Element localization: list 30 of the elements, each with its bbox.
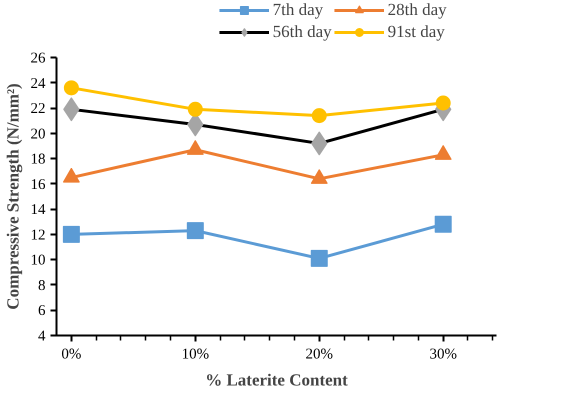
point	[64, 80, 79, 96]
x-tick-label: 10%	[182, 346, 210, 362]
y-tick-label: 20	[30, 126, 46, 142]
x-tick-label: 30%	[429, 346, 457, 362]
legend-label: 28th day	[388, 0, 447, 20]
y-tick-label: 6	[38, 303, 46, 320]
point	[62, 226, 80, 243]
point	[188, 102, 203, 117]
point	[434, 216, 452, 233]
legend-label: 91st day	[388, 22, 445, 42]
point	[186, 222, 204, 240]
legend-label: 7th day	[272, 0, 324, 20]
x-tick-label: 20%	[306, 346, 334, 362]
y-tick-label: 16	[30, 176, 46, 193]
x-tick-label: 0%	[61, 346, 82, 362]
y-tick-label: 12	[30, 227, 46, 244]
legend-label: 56th day	[272, 22, 332, 42]
y-tick-label: 8	[38, 278, 46, 294]
y-axis-title: Compressive Strength (N/mm²)	[4, 83, 22, 310]
y-tick-label: 14	[30, 202, 46, 218]
y-tick-label: 10	[30, 252, 46, 269]
y-tick-label: 26	[30, 50, 46, 66]
point	[310, 250, 328, 267]
y-tick-label: 24	[30, 76, 46, 92]
y-tick-label: 22	[30, 101, 46, 118]
point	[436, 96, 451, 110]
point	[312, 108, 327, 124]
y-tick-label: 18	[30, 152, 46, 168]
x-axis-title: % Laterite Content	[205, 370, 348, 390]
y-tick-label: 4	[38, 328, 46, 344]
